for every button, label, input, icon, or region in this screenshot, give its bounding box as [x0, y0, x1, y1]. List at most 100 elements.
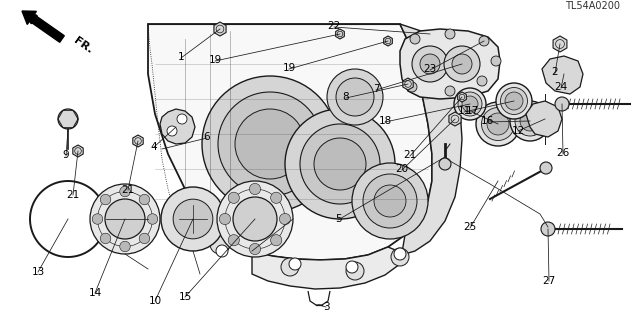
- Circle shape: [271, 234, 282, 246]
- Circle shape: [173, 199, 213, 239]
- Polygon shape: [214, 22, 226, 36]
- Circle shape: [105, 199, 145, 239]
- Circle shape: [139, 194, 150, 205]
- Text: 16: 16: [481, 116, 493, 126]
- Circle shape: [285, 109, 395, 219]
- Polygon shape: [148, 24, 432, 260]
- Text: 4: 4: [150, 142, 157, 152]
- FancyArrow shape: [22, 11, 64, 42]
- Text: FR.: FR.: [72, 35, 95, 55]
- Circle shape: [233, 197, 277, 241]
- Text: 24: 24: [554, 82, 568, 92]
- Circle shape: [235, 109, 305, 179]
- Circle shape: [476, 102, 520, 146]
- Text: 15: 15: [179, 292, 191, 302]
- Circle shape: [220, 213, 230, 225]
- Circle shape: [177, 114, 187, 124]
- Circle shape: [407, 82, 417, 92]
- Circle shape: [479, 36, 489, 46]
- Text: 14: 14: [88, 288, 102, 298]
- Circle shape: [58, 109, 78, 129]
- Text: 3: 3: [323, 302, 330, 312]
- Circle shape: [540, 162, 552, 174]
- Text: 7: 7: [372, 84, 380, 94]
- Text: 2: 2: [552, 67, 558, 77]
- Circle shape: [452, 54, 472, 74]
- Polygon shape: [160, 109, 195, 144]
- Circle shape: [327, 69, 383, 125]
- Circle shape: [300, 124, 380, 204]
- Circle shape: [346, 261, 358, 273]
- Circle shape: [218, 92, 322, 196]
- Circle shape: [120, 241, 131, 252]
- Text: 9: 9: [63, 150, 69, 160]
- Circle shape: [394, 248, 406, 260]
- Circle shape: [92, 214, 103, 224]
- Text: 1: 1: [178, 52, 184, 62]
- Circle shape: [445, 29, 455, 39]
- Text: 12: 12: [511, 126, 525, 136]
- Text: 21: 21: [67, 190, 79, 200]
- Circle shape: [314, 138, 366, 190]
- Polygon shape: [133, 135, 143, 147]
- Circle shape: [462, 96, 478, 112]
- Circle shape: [147, 214, 157, 224]
- Polygon shape: [383, 36, 392, 46]
- Circle shape: [217, 181, 293, 257]
- Circle shape: [481, 108, 515, 140]
- Polygon shape: [553, 36, 567, 52]
- Text: 13: 13: [31, 267, 45, 277]
- Circle shape: [477, 76, 487, 86]
- Circle shape: [250, 183, 260, 195]
- Text: 27: 27: [542, 276, 556, 286]
- Circle shape: [161, 187, 225, 251]
- Text: 6: 6: [204, 132, 211, 142]
- Circle shape: [250, 243, 260, 255]
- Text: 17: 17: [465, 106, 479, 116]
- Circle shape: [374, 185, 406, 217]
- Circle shape: [100, 233, 111, 244]
- Polygon shape: [458, 92, 467, 102]
- Polygon shape: [526, 101, 562, 137]
- Circle shape: [281, 258, 299, 276]
- Circle shape: [500, 87, 527, 115]
- Circle shape: [90, 184, 160, 254]
- Text: 10: 10: [148, 296, 161, 306]
- Circle shape: [202, 76, 338, 212]
- Circle shape: [412, 46, 448, 82]
- Circle shape: [336, 78, 374, 116]
- Circle shape: [458, 92, 482, 116]
- Circle shape: [352, 163, 428, 239]
- Circle shape: [139, 233, 150, 244]
- Polygon shape: [400, 29, 500, 99]
- Text: 22: 22: [328, 21, 340, 31]
- Text: 5: 5: [335, 214, 341, 224]
- Text: 11: 11: [458, 106, 470, 116]
- Circle shape: [496, 83, 532, 119]
- Polygon shape: [542, 56, 583, 94]
- Circle shape: [228, 234, 239, 246]
- Polygon shape: [449, 112, 461, 126]
- Polygon shape: [73, 145, 83, 157]
- Circle shape: [454, 88, 486, 120]
- Polygon shape: [335, 29, 344, 39]
- Text: 18: 18: [378, 116, 392, 126]
- Circle shape: [444, 46, 480, 82]
- Text: 25: 25: [463, 222, 477, 232]
- Text: 23: 23: [424, 64, 436, 74]
- Polygon shape: [403, 78, 413, 90]
- Circle shape: [363, 174, 417, 228]
- Circle shape: [487, 113, 509, 135]
- Circle shape: [420, 54, 440, 74]
- Polygon shape: [252, 247, 405, 289]
- Text: 19: 19: [209, 55, 221, 65]
- Circle shape: [439, 158, 451, 170]
- Circle shape: [505, 92, 523, 110]
- Text: 19: 19: [282, 63, 296, 73]
- Circle shape: [210, 234, 230, 254]
- Polygon shape: [400, 24, 462, 264]
- Circle shape: [491, 56, 501, 66]
- Circle shape: [100, 194, 111, 205]
- Circle shape: [167, 126, 177, 136]
- Circle shape: [515, 106, 545, 136]
